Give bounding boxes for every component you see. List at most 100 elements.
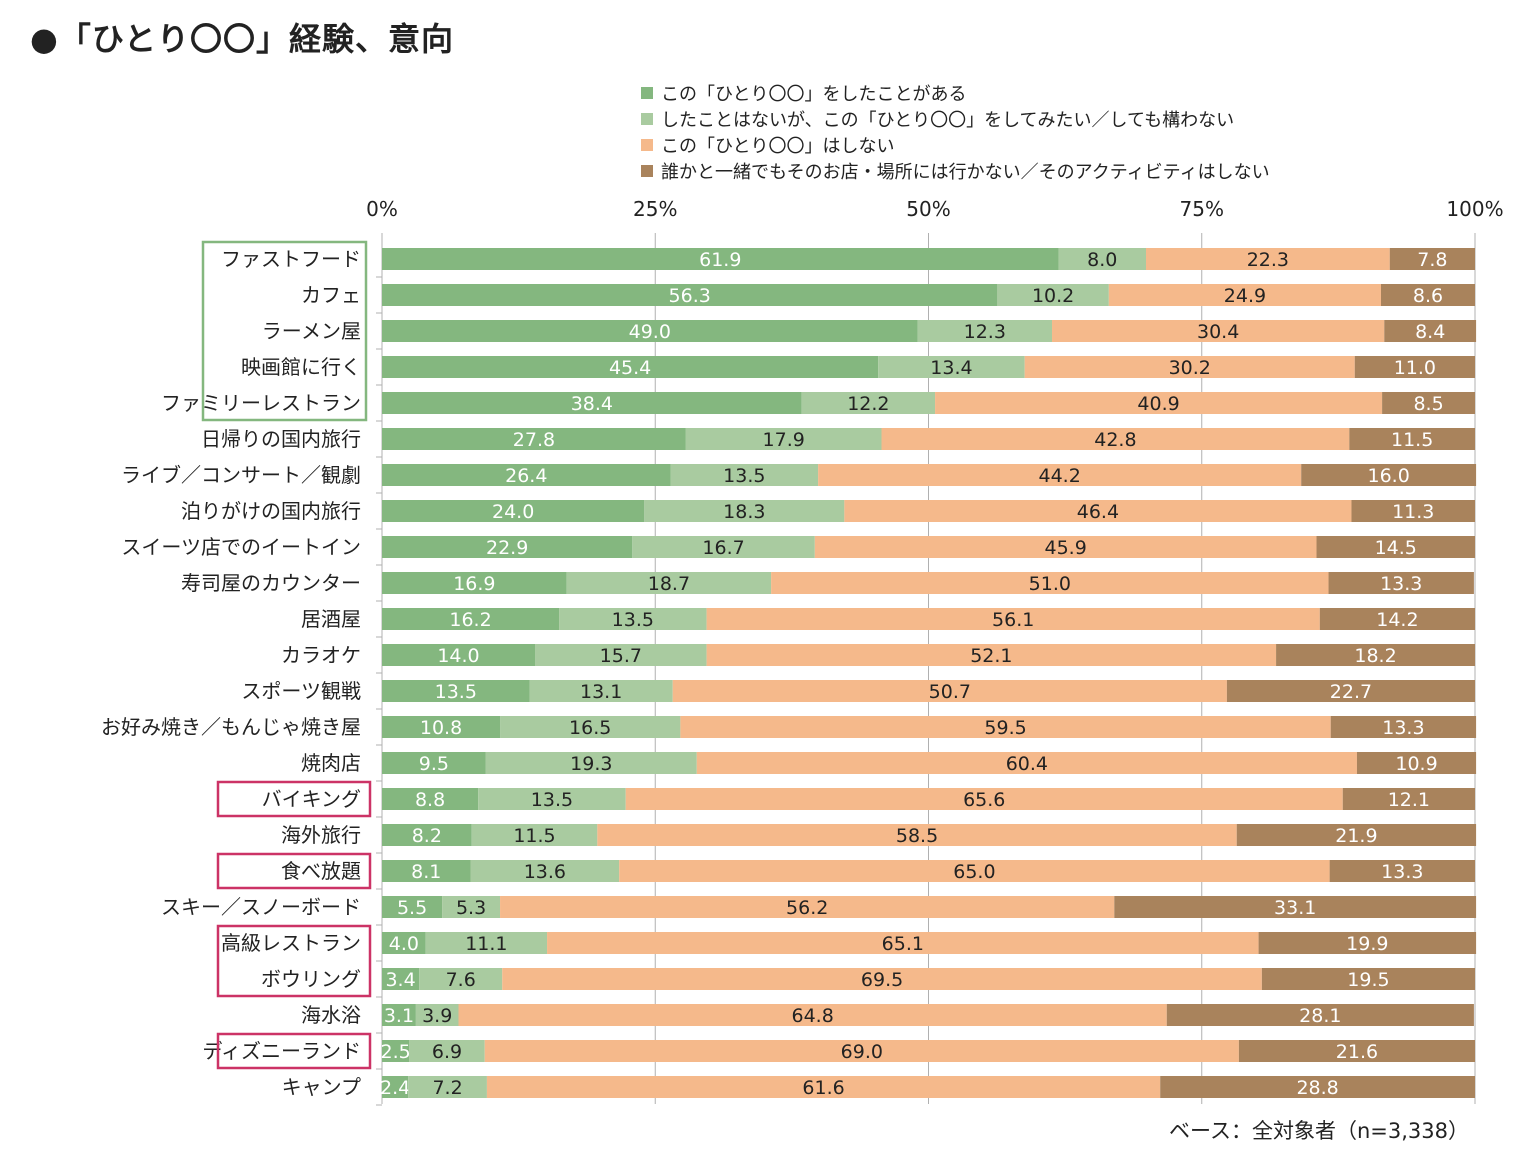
category-label: お好み焼き／もんじゃ焼き屋 <box>101 715 361 739</box>
data-label-experienced: 8.2 <box>412 825 442 847</box>
bar-never <box>1328 572 1474 594</box>
bar-experienced <box>382 824 472 846</box>
bar-experienced <box>382 716 501 738</box>
data-label-willing: 12.3 <box>964 321 1006 343</box>
bar-never <box>1301 464 1477 486</box>
bar-never <box>1166 1004 1474 1026</box>
bar-not-alone <box>597 824 1237 846</box>
category-label: スイーツ店でのイートイン <box>121 535 361 559</box>
data-label-not-alone: 61.6 <box>802 1077 844 1099</box>
legend-label-willing: したことはないが、この「ひとり〇〇」をしてみたい／しても構わない <box>661 110 1235 131</box>
bar-experienced <box>382 1076 409 1098</box>
category-label: カラオケ <box>281 643 361 667</box>
data-label-not-alone: 69.5 <box>861 969 903 991</box>
bar-experienced <box>382 644 536 666</box>
bar-not-alone <box>547 932 1259 954</box>
bar-willing <box>670 464 819 486</box>
bar-never <box>1114 896 1477 918</box>
data-label-not-alone: 46.4 <box>1077 501 1119 523</box>
bar-experienced <box>382 320 918 342</box>
data-label-willing: 13.4 <box>930 357 972 379</box>
data-label-experienced: 38.4 <box>571 393 613 415</box>
highlight-frame-green <box>201 240 368 422</box>
legend-item-experienced: この「ひとり〇〇」をしたことがある <box>641 80 1270 106</box>
bar-never <box>1356 752 1477 774</box>
bar-never <box>1330 716 1477 738</box>
bar-willing <box>500 716 681 738</box>
data-label-willing: 12.2 <box>847 393 889 415</box>
bar-willing <box>559 608 707 630</box>
bar-never <box>1319 608 1475 630</box>
bar-experienced <box>382 788 479 810</box>
legend-item-never: 誰かと一緒でもそのお店・場所には行かない／そのアクティビティはしない <box>641 158 1270 184</box>
bar-not-alone <box>1052 320 1385 342</box>
data-label-experienced: 61.9 <box>699 249 741 271</box>
data-label-never: 7.8 <box>1417 249 1447 271</box>
bar-willing <box>470 860 620 882</box>
legend-swatch-not-alone <box>641 139 653 151</box>
data-label-willing: 18.3 <box>723 501 765 523</box>
data-label-experienced: 9.5 <box>419 753 449 775</box>
bar-not-alone <box>500 896 1115 918</box>
page-title: ●「ひとり〇〇」経験、意向 <box>30 20 454 58</box>
category-label: 寿司屋のカウンター <box>181 571 361 595</box>
data-label-experienced: 8.8 <box>415 789 445 811</box>
category-label: 映画館に行く <box>241 355 361 379</box>
bar-not-alone <box>502 968 1262 990</box>
category-label: ボウリング <box>261 967 361 991</box>
highlight-frame-red <box>216 924 372 998</box>
bar-experienced <box>382 1040 410 1062</box>
data-label-never: 13.3 <box>1381 861 1423 883</box>
category-label: 海水浴 <box>301 1003 361 1027</box>
data-label-experienced: 16.9 <box>453 573 495 595</box>
data-label-never: 21.9 <box>1335 825 1377 847</box>
category-label: 居酒屋 <box>301 607 361 631</box>
bar-experienced <box>382 932 426 954</box>
category-label: 食べ放題 <box>281 859 361 883</box>
data-label-experienced: 26.4 <box>505 465 547 487</box>
category-label: 海外旅行 <box>281 823 361 847</box>
bar-never <box>1389 248 1475 270</box>
bar-willing <box>409 1040 485 1062</box>
bar-experienced <box>382 464 671 486</box>
data-label-not-alone: 65.0 <box>953 861 995 883</box>
category-label: 泊りがけの国内旅行 <box>181 499 361 523</box>
bar-willing <box>801 392 936 414</box>
data-label-willing: 13.6 <box>524 861 566 883</box>
data-label-experienced: 8.1 <box>411 861 441 883</box>
data-label-willing: 7.2 <box>432 1077 462 1099</box>
legend-label-not-alone: この「ひとり〇〇」はしない <box>661 136 895 157</box>
base-note: ベース：全対象者（n=3,338） <box>1169 1119 1469 1143</box>
legend-swatch-experienced <box>641 87 653 99</box>
bar-never <box>1381 284 1475 306</box>
data-label-willing: 15.7 <box>600 645 642 667</box>
data-label-willing: 6.9 <box>432 1041 462 1063</box>
data-label-never: 13.3 <box>1380 573 1422 595</box>
bar-willing <box>478 788 626 810</box>
bar-experienced <box>382 896 443 918</box>
x-tick-label: 75% <box>1180 197 1224 221</box>
category-label: スポーツ観戦 <box>241 679 361 703</box>
bar-not-alone <box>818 464 1302 486</box>
data-label-willing: 7.6 <box>446 969 476 991</box>
bar-willing <box>408 1076 487 1098</box>
data-label-not-alone: 51.0 <box>1029 573 1071 595</box>
data-label-not-alone: 30.4 <box>1197 321 1239 343</box>
bar-willing <box>415 1004 459 1026</box>
bar-not-alone <box>814 536 1317 558</box>
data-label-experienced: 2.4 <box>380 1077 410 1099</box>
category-label: ファミリーレストラン <box>161 391 361 415</box>
legend-item-willing: したことはないが、この「ひとり〇〇」をしてみたい／しても構わない <box>641 106 1270 132</box>
data-label-not-alone: 30.2 <box>1169 357 1211 379</box>
bar-willing <box>997 284 1109 306</box>
bar-not-alone <box>619 860 1330 882</box>
bar-experienced <box>382 968 420 990</box>
data-label-never: 28.8 <box>1296 1077 1338 1099</box>
bar-willing <box>419 968 503 990</box>
bar-not-alone <box>458 1004 1167 1026</box>
bar-never <box>1160 1076 1475 1098</box>
bar-willing <box>632 536 815 558</box>
data-label-experienced: 56.3 <box>669 285 711 307</box>
bar-never <box>1384 320 1477 342</box>
legend-label-never: 誰かと一緒でもそのお店・場所には行かない／そのアクティビティはしない <box>661 162 1270 183</box>
